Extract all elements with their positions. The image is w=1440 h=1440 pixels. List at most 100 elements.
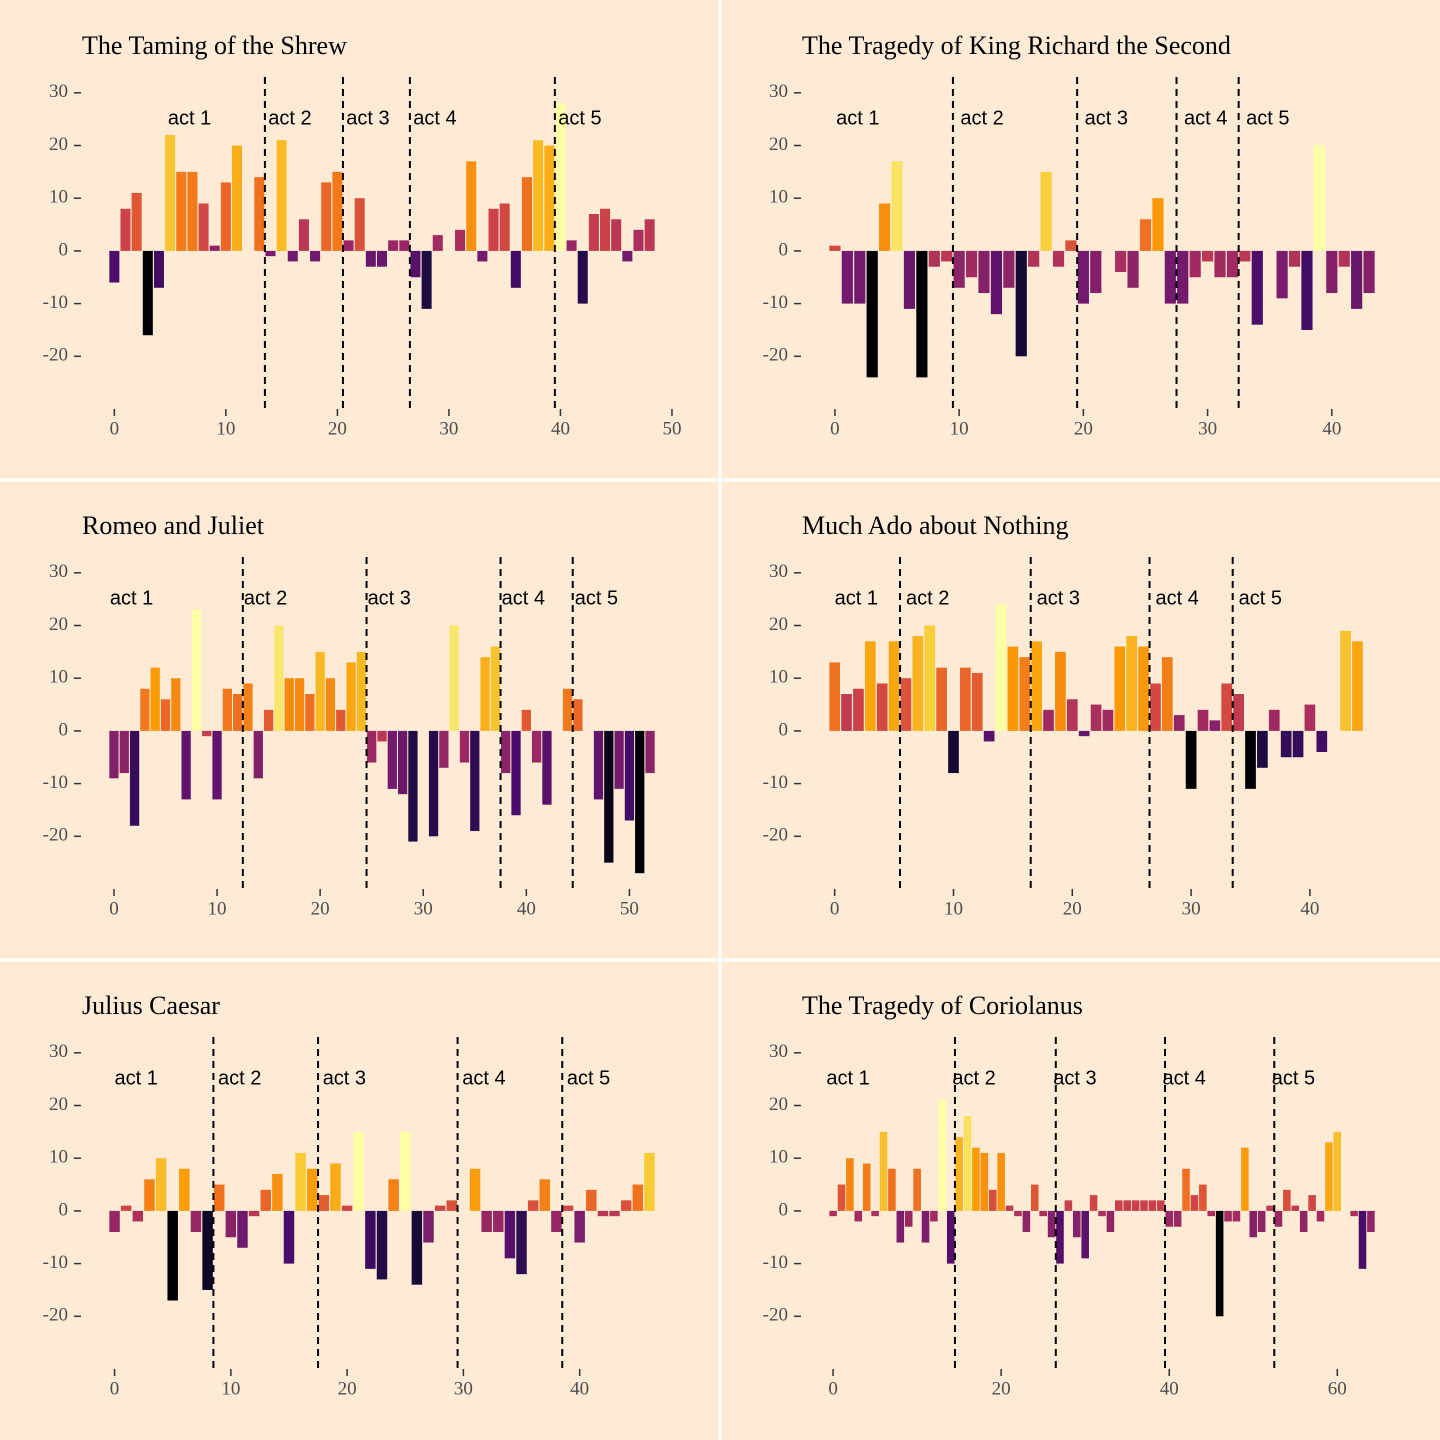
- bar: [632, 1184, 644, 1211]
- chart-title: Romeo and Juliet: [82, 511, 265, 540]
- act-label: act 1: [826, 1067, 869, 1089]
- bar: [449, 625, 459, 731]
- bar: [346, 662, 356, 731]
- bar: [539, 1179, 551, 1211]
- bar: [980, 1152, 989, 1211]
- bar: [1197, 709, 1209, 731]
- bar: [1304, 704, 1316, 731]
- bar: [1239, 250, 1251, 262]
- panel: Much Ado about Nothing -20 -10 0 10 20 30 0 10 20…: [763, 511, 1363, 919]
- bar: [1299, 1210, 1308, 1232]
- bar: [109, 730, 119, 779]
- y-tick-label: 20: [49, 1094, 68, 1115]
- bar: [1047, 1210, 1056, 1238]
- bar: [928, 250, 940, 267]
- act-label: act 4: [413, 107, 456, 129]
- bar: [609, 1210, 620, 1217]
- x-tick-label: 0: [830, 418, 840, 439]
- bar: [341, 1205, 353, 1211]
- chart-title: The Taming of the Shrew: [82, 31, 347, 60]
- bar: [298, 219, 309, 251]
- bar: [1039, 1210, 1047, 1217]
- bar: [181, 730, 191, 800]
- bar: [191, 609, 202, 731]
- bar: [501, 730, 511, 774]
- bar: [1251, 250, 1263, 325]
- bar: [253, 730, 263, 779]
- bar: [1363, 250, 1375, 294]
- bar: [1098, 1210, 1106, 1217]
- bar: [1367, 1210, 1375, 1232]
- bar: [604, 730, 614, 863]
- bar: [879, 1131, 888, 1211]
- bar: [912, 636, 924, 731]
- x-tick-label: 10: [221, 1378, 240, 1399]
- bar: [1152, 198, 1164, 251]
- bar: [295, 1152, 306, 1211]
- bar: [1226, 250, 1239, 278]
- bar: [408, 730, 418, 842]
- x-tick-label: 0: [110, 418, 120, 439]
- bar: [588, 214, 599, 251]
- bar: [400, 1131, 411, 1211]
- act-label: act 1: [168, 107, 211, 129]
- x-tick-label: 0: [830, 898, 840, 919]
- x-tick-label: 30: [439, 418, 458, 439]
- x-tick-label: 40: [1160, 1378, 1179, 1399]
- bar: [1150, 683, 1161, 731]
- bar: [325, 678, 336, 731]
- bar: [1056, 1210, 1064, 1264]
- bar: [965, 250, 978, 278]
- bar: [376, 1210, 388, 1280]
- bar: [365, 1210, 376, 1269]
- bar: [1224, 1210, 1232, 1222]
- bar: [995, 604, 1007, 731]
- x-tick-label: 40: [1322, 418, 1341, 439]
- bar: [1338, 250, 1350, 267]
- bar: [109, 1210, 120, 1232]
- bar: [1102, 709, 1114, 731]
- bar: [574, 1210, 585, 1243]
- bar: [533, 140, 544, 251]
- x-tick-label: 20: [338, 1378, 357, 1399]
- bar: [248, 1210, 260, 1217]
- bar: [1030, 1184, 1039, 1211]
- bar: [879, 203, 891, 251]
- bar: [997, 1152, 1005, 1211]
- bar: [862, 1163, 871, 1211]
- bar: [1190, 1195, 1199, 1211]
- bar: [150, 667, 160, 731]
- bar: [212, 730, 222, 800]
- bar: [1064, 1200, 1073, 1211]
- bar: [276, 140, 287, 251]
- x-tick-label: 40: [517, 898, 536, 919]
- bar: [586, 1189, 597, 1211]
- bar: [1268, 709, 1280, 731]
- act-label: act 2: [952, 1067, 995, 1089]
- bar: [220, 182, 231, 251]
- bar: [225, 1210, 237, 1238]
- panel: The Tragedy of Coriolanus -20 -10 0 10 20 30 0 2…: [763, 991, 1375, 1399]
- y-tick-label: 10: [769, 667, 788, 688]
- act-label: act 5: [575, 587, 618, 609]
- bar: [542, 730, 552, 805]
- bar: [1233, 694, 1244, 731]
- bar: [131, 192, 142, 251]
- bar: [353, 1131, 364, 1211]
- bar: [611, 219, 622, 251]
- bar: [504, 1210, 516, 1259]
- bar: [1350, 1210, 1358, 1217]
- bar: [287, 250, 298, 262]
- bar: [644, 1152, 655, 1211]
- bar: [132, 1210, 144, 1222]
- bar: [938, 1100, 947, 1211]
- bar: [866, 250, 878, 378]
- bar: [1019, 657, 1031, 731]
- bar: [624, 730, 635, 821]
- x-tick-label: 30: [414, 898, 433, 919]
- bar: [243, 683, 253, 731]
- bar: [960, 667, 971, 731]
- bar: [948, 730, 959, 774]
- bar: [900, 678, 912, 731]
